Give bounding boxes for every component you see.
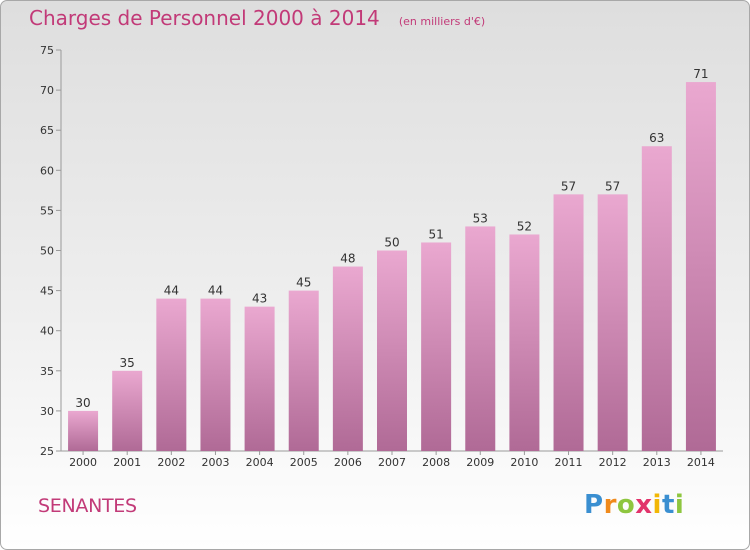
x-tick-label: 2010: [510, 456, 538, 469]
bar-value-label: 43: [252, 292, 267, 306]
logo-letter: i: [674, 490, 685, 520]
y-tick-label: 75: [40, 44, 54, 57]
y-tick-label: 30: [40, 405, 54, 418]
x-tick-label: 2006: [334, 456, 362, 469]
x-tick-label: 2013: [643, 456, 671, 469]
bar-value-label: 35: [120, 356, 135, 370]
bar-value-label: 44: [164, 284, 179, 298]
logo-letter: t: [661, 490, 675, 520]
y-tick-label: 35: [40, 365, 54, 378]
bar-value-label: 50: [384, 236, 399, 250]
bar: [509, 234, 540, 451]
x-tick-label: 2008: [422, 456, 450, 469]
bar: [156, 298, 187, 451]
proxiti-logo: Proxiti: [584, 490, 684, 520]
y-tick-label: 40: [40, 325, 54, 338]
logo-letter: x: [635, 490, 653, 520]
y-tick-label: 25: [40, 445, 54, 458]
x-tick-label: 2011: [555, 456, 583, 469]
bar: [685, 82, 716, 451]
bar-value-label: 57: [605, 179, 620, 193]
commune-name: SENANTES: [38, 495, 137, 517]
x-tick-label: 2002: [157, 456, 185, 469]
y-tick-label: 50: [40, 245, 54, 258]
title-row: Charges de Personnel 2000 à 2014 (en mil…: [29, 6, 485, 30]
bar: [641, 146, 672, 452]
bar-value-label: 57: [561, 179, 576, 193]
x-tick-label: 2001: [113, 456, 141, 469]
logo-letter: r: [603, 490, 617, 520]
y-tick-label: 45: [40, 285, 54, 298]
chart-subtitle: (en milliers d'€): [398, 15, 486, 28]
bar-value-label: 71: [693, 67, 708, 81]
bar: [597, 194, 628, 452]
y-tick-label: 60: [40, 164, 54, 177]
bar: [68, 410, 99, 451]
chart-title: Charges de Personnel 2000 à 2014: [29, 6, 380, 30]
y-tick-label: 65: [40, 124, 54, 137]
bar: [332, 266, 363, 451]
bar: [465, 226, 496, 451]
x-tick-label: 2009: [466, 456, 494, 469]
x-tick-label: 2007: [378, 456, 406, 469]
bar: [421, 242, 452, 451]
bar-value-label: 52: [517, 219, 532, 233]
bar: [288, 290, 319, 451]
x-tick-label: 2005: [290, 456, 318, 469]
bar-value-label: 63: [649, 131, 664, 145]
bar: [112, 370, 143, 451]
bar: [200, 298, 231, 451]
y-tick-label: 70: [40, 84, 54, 97]
bar: [244, 306, 275, 451]
x-tick-label: 2003: [201, 456, 229, 469]
x-tick-label: 2000: [69, 456, 97, 469]
bar-value-label: 51: [428, 227, 443, 241]
bar-value-label: 48: [340, 252, 355, 266]
x-tick-label: 2014: [687, 456, 715, 469]
logo-letter: P: [584, 490, 604, 520]
y-tick-label: 55: [40, 204, 54, 217]
bar-value-label: 45: [296, 276, 311, 290]
bar-value-label: 53: [473, 211, 488, 225]
bar-value-label: 44: [208, 284, 223, 298]
logo-letter: i: [652, 490, 662, 520]
bar: [377, 250, 407, 451]
bar-value-label: 30: [75, 396, 90, 410]
x-tick-label: 2012: [599, 456, 627, 469]
x-tick-label: 2004: [246, 456, 274, 469]
bar: [553, 194, 584, 452]
logo-letter: o: [616, 490, 636, 520]
